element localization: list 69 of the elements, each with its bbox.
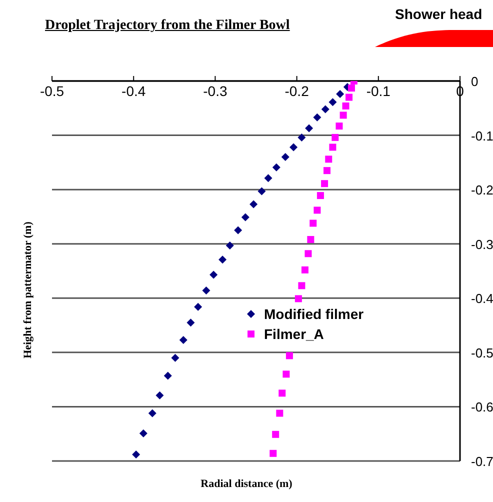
- text: Shower head: [395, 6, 482, 22]
- point: [194, 302, 202, 311]
- legend-label: Filmer_A: [264, 326, 324, 342]
- point: [290, 143, 298, 152]
- x-axis-title: Radial distance (m): [200, 478, 294, 490]
- point: [241, 213, 250, 222]
- point: [336, 90, 344, 98]
- point: [307, 236, 314, 244]
- point: [286, 352, 293, 360]
- point: [301, 266, 308, 274]
- point: [304, 250, 312, 258]
- point: [298, 282, 306, 290]
- point: [332, 134, 339, 141]
- legend-label: Modified filmer: [264, 306, 364, 322]
- point: [258, 187, 266, 196]
- point: [336, 122, 343, 130]
- point: [139, 429, 148, 438]
- point: [164, 372, 172, 380]
- point: [179, 336, 188, 344]
- point: [278, 390, 286, 397]
- point: [346, 94, 353, 101]
- y-tick-label: -0.5: [471, 345, 493, 360]
- point: [234, 226, 242, 234]
- point: [264, 174, 272, 182]
- point: [314, 206, 321, 214]
- x-tick-label: -0.5: [40, 83, 64, 99]
- x-tick-label: -0.1: [366, 83, 391, 99]
- point: [305, 124, 314, 132]
- point: [329, 144, 336, 151]
- point: [316, 192, 324, 200]
- chart-title: Droplet Trajectory from the Filmer Bowl: [45, 18, 290, 34]
- y-tick-label: -0.6: [471, 400, 493, 415]
- y-tick-label: -0.1: [471, 128, 493, 144]
- y-tick-label: -0.4: [471, 291, 493, 306]
- point: [171, 354, 180, 362]
- point: [202, 286, 210, 295]
- point: [270, 450, 277, 457]
- y-axis-title: Height from pattermator (m): [22, 222, 34, 358]
- point: [321, 105, 330, 114]
- point: [340, 112, 347, 119]
- point: [342, 102, 350, 110]
- point: [276, 410, 284, 417]
- point: [282, 370, 290, 378]
- point: [132, 450, 140, 458]
- point: [186, 318, 195, 327]
- point: [321, 180, 328, 188]
- point: [226, 241, 234, 250]
- point: [148, 409, 156, 418]
- point: [272, 163, 280, 172]
- y-tick-label: -0.3: [471, 236, 493, 252]
- y-tick-label: -0.7: [471, 454, 493, 469]
- x-tick-label: -0.2: [284, 83, 310, 99]
- point: [313, 113, 322, 122]
- point: [156, 391, 164, 400]
- point: [298, 133, 306, 142]
- point: [310, 220, 317, 227]
- point: [325, 156, 332, 163]
- point: [323, 167, 330, 174]
- x-tick-label: -0.3: [203, 83, 228, 99]
- point: [210, 270, 218, 279]
- point: [218, 256, 227, 264]
- point: [272, 430, 280, 438]
- point: [328, 98, 337, 106]
- point: [348, 84, 355, 92]
- point: [250, 200, 258, 208]
- point: [281, 153, 290, 161]
- x-tick-label: -0.4: [122, 83, 146, 99]
- point: [294, 295, 302, 302]
- y-tick-label: -0.2: [471, 182, 493, 198]
